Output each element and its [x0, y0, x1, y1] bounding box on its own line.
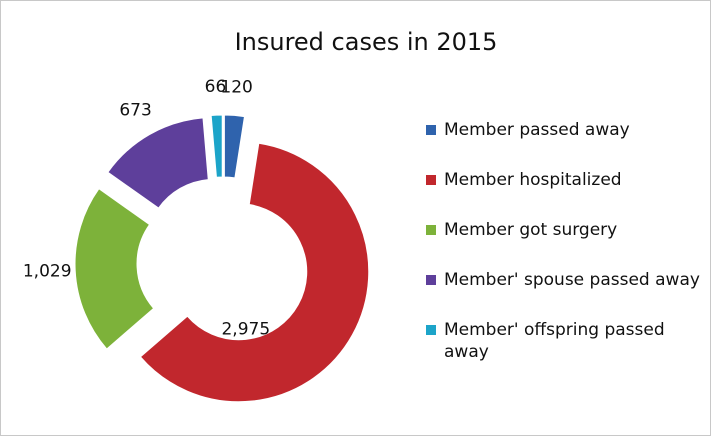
- donut-segment: [210, 114, 223, 178]
- legend-item: Member passed away: [426, 119, 706, 141]
- legend-item: Member' offspring passed away: [426, 319, 706, 363]
- data-label: 2,975: [221, 319, 270, 339]
- legend-label: Member hospitalized: [444, 170, 622, 190]
- donut-segment: [107, 117, 209, 209]
- legend-swatch: [426, 325, 436, 335]
- legend-swatch: [426, 175, 436, 185]
- legend-swatch: [426, 225, 436, 235]
- legend-item: Member' spouse passed away: [426, 269, 706, 291]
- data-label: 1,029: [23, 262, 72, 282]
- legend-swatch: [426, 275, 436, 285]
- legend-label: Member' spouse passed away: [444, 270, 700, 290]
- legend-item: Member got surgery: [426, 219, 706, 241]
- data-label: 66: [205, 77, 227, 97]
- chart-title: Insured cases in 2015: [235, 28, 498, 56]
- donut-segment: [139, 142, 370, 403]
- data-label: 120: [220, 78, 252, 98]
- legend-swatch: [426, 125, 436, 135]
- legend-label: Member got surgery: [444, 220, 618, 240]
- legend: Member passed away Member hospitalized Mem…: [426, 119, 706, 391]
- legend-label: Member passed away: [444, 120, 630, 140]
- donut-segment: [223, 114, 246, 179]
- donut-segment: [74, 188, 155, 350]
- legend-label: Member' offspring passed away: [444, 320, 665, 362]
- legend-item: Member hospitalized: [426, 169, 706, 191]
- data-label: 673: [119, 100, 151, 120]
